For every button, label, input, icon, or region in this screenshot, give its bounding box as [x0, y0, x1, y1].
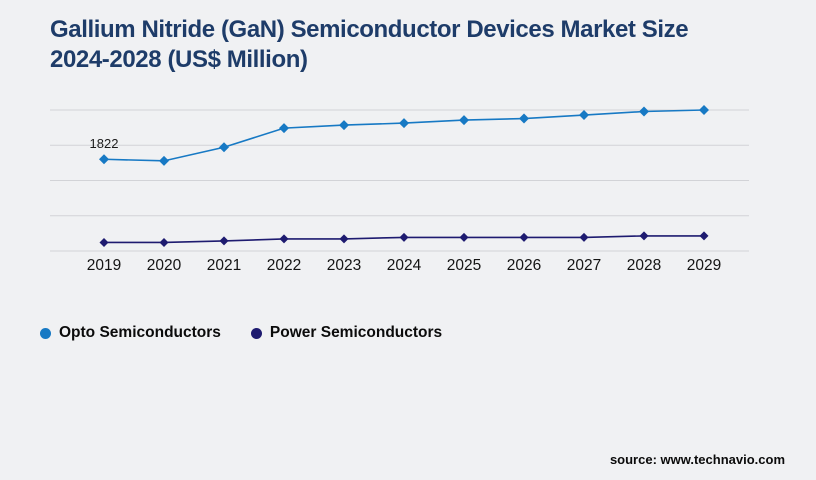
x-axis-label: 2025	[447, 257, 481, 274]
data-point-diamond	[219, 236, 229, 246]
x-axis-label: 2029	[687, 257, 721, 274]
market-size-line-chart: 1822 2019 2020 2021 2022 2023 2024 2025 2026 2027…	[50, 105, 749, 274]
data-point-diamond	[459, 115, 469, 126]
legend-item-opto-semiconductors: Opto Semiconductors	[40, 324, 221, 342]
legend-item-power-semiconductors: Power Semiconductors	[250, 324, 443, 342]
x-axis-label: 2020	[147, 257, 182, 274]
data-point-diamond	[279, 234, 289, 244]
x-axis-label: 2021	[207, 257, 241, 274]
data-point-diamond	[579, 232, 589, 242]
data-point-diamond	[99, 154, 109, 165]
data-point-diamond	[639, 106, 649, 117]
x-axis-label: 2023	[327, 257, 361, 274]
chart-title-line1: Gallium Nitride (GaN) Semiconductor Devi…	[50, 16, 689, 43]
source-attribution: source: www.technavio.com	[609, 452, 785, 467]
data-point-diamond	[159, 237, 169, 247]
data-point-diamond	[279, 123, 289, 134]
x-axis-label: 2019	[87, 257, 121, 274]
data-point-diamond	[519, 113, 529, 124]
data-point-diamond	[339, 234, 349, 244]
legend-dot-icon	[40, 327, 51, 339]
legend-label: Opto Semiconductors	[59, 324, 221, 341]
data-point-diamond	[399, 118, 409, 129]
point-value-label: 1822	[90, 136, 119, 151]
x-axis-label: 2024	[387, 257, 422, 274]
data-point-diamond	[339, 120, 349, 131]
data-point-diamond	[699, 231, 709, 241]
data-point-diamond	[459, 232, 469, 242]
legend-label: Power Semiconductors	[269, 324, 443, 341]
x-axis-label: 2028	[627, 257, 661, 274]
x-axis-label: 2022	[267, 257, 301, 274]
data-point-diamond	[99, 237, 109, 247]
chart-title: Gallium Nitride (GaN) Semiconductor Devi…	[50, 15, 689, 75]
data-point-diamond	[399, 232, 409, 242]
series-line-opto-semiconductors	[103, 109, 705, 162]
chart-legend: Opto Semiconductors Power Semiconductors	[40, 324, 442, 342]
chart-title-line2: 2024-2028 (US$ Million)	[50, 46, 308, 73]
legend-dot-icon	[250, 327, 262, 339]
x-axis-label: 2026	[507, 257, 541, 274]
data-point-diamond	[159, 155, 169, 166]
data-point-diamond	[639, 231, 649, 241]
data-point-diamond	[579, 110, 589, 121]
data-point-diamond	[519, 232, 529, 242]
data-point-diamond	[699, 105, 709, 115]
x-axis-label: 2027	[567, 257, 601, 274]
data-point-diamond	[219, 142, 229, 153]
